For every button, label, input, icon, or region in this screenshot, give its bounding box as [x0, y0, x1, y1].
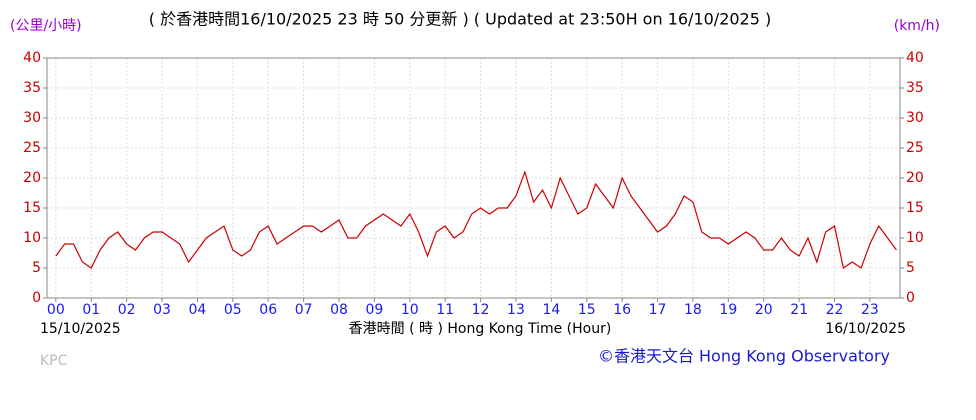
- credit: ©香港天文台 Hong Kong Observatory: [598, 347, 890, 366]
- x-tick-label: 02: [118, 302, 136, 318]
- y-tick-label: 30: [23, 110, 41, 126]
- start-date: 15/10/2025: [40, 321, 121, 337]
- y-axis-unit: (公里/小時): [10, 18, 82, 34]
- x-tick-label: 08: [330, 302, 348, 318]
- data-line: [55, 170, 897, 269]
- x-tick-label: 18: [684, 302, 702, 318]
- x-tick-label: 10: [401, 302, 419, 318]
- x-tick-label: 11: [436, 302, 454, 318]
- x-tick-label: 15: [578, 302, 596, 318]
- x-axis-title: 香港時間 ( 時 ) Hong Kong Time (Hour): [349, 321, 612, 337]
- y2-tick-label: 15: [906, 200, 924, 216]
- y-tick-label: 20: [23, 170, 41, 186]
- x-tick-label: 14: [542, 302, 560, 318]
- y-tick-label: 0: [32, 290, 41, 306]
- x-tick-label: 21: [790, 302, 808, 318]
- x-tick-label: 05: [224, 302, 242, 318]
- station-code: KPC: [40, 353, 68, 369]
- x-tick-label: 17: [649, 302, 667, 318]
- y2-axis-unit: (km/h): [894, 18, 940, 34]
- y-tick-label: 5: [32, 260, 41, 276]
- y2-tick-label: 35: [906, 80, 924, 96]
- x-tick-label: 16: [613, 302, 631, 318]
- y2-tick-label: 40: [906, 50, 924, 66]
- y-tick-label: 25: [23, 140, 41, 156]
- y2-tick-label: 30: [906, 110, 924, 126]
- x-tick-label: 06: [259, 302, 277, 318]
- x-tick-label: 23: [861, 302, 879, 318]
- y2-tick-label: 10: [906, 230, 924, 246]
- x-tick-label: 19: [719, 302, 737, 318]
- x-tick-label: 07: [295, 302, 313, 318]
- y2-tick-label: 5: [906, 260, 915, 276]
- end-date: 16/10/2025: [825, 321, 906, 337]
- y2-tick-label: 20: [906, 170, 924, 186]
- x-tick-label: 01: [82, 302, 100, 318]
- y-tick-label: 40: [23, 50, 41, 66]
- y-tick-label: 35: [23, 80, 41, 96]
- x-tick-label: 22: [826, 302, 844, 318]
- plot-frame: [46, 57, 901, 299]
- x-tick-label: 09: [365, 302, 383, 318]
- x-tick-label: 12: [472, 302, 490, 318]
- y2-tick-label: 25: [906, 140, 924, 156]
- x-tick-label: 20: [755, 302, 773, 318]
- y-tick-label: 10: [23, 230, 41, 246]
- chart-title: ( 於香港時間16/10/2025 23 時 50 分更新 ) ( Update…: [149, 10, 772, 29]
- x-tick-label: 13: [507, 302, 525, 318]
- x-tick-label: 00: [47, 302, 65, 318]
- x-tick-label: 03: [153, 302, 171, 318]
- x-tick-label: 04: [189, 302, 207, 318]
- y-tick-label: 15: [23, 200, 41, 216]
- y2-tick-label: 0: [906, 290, 915, 306]
